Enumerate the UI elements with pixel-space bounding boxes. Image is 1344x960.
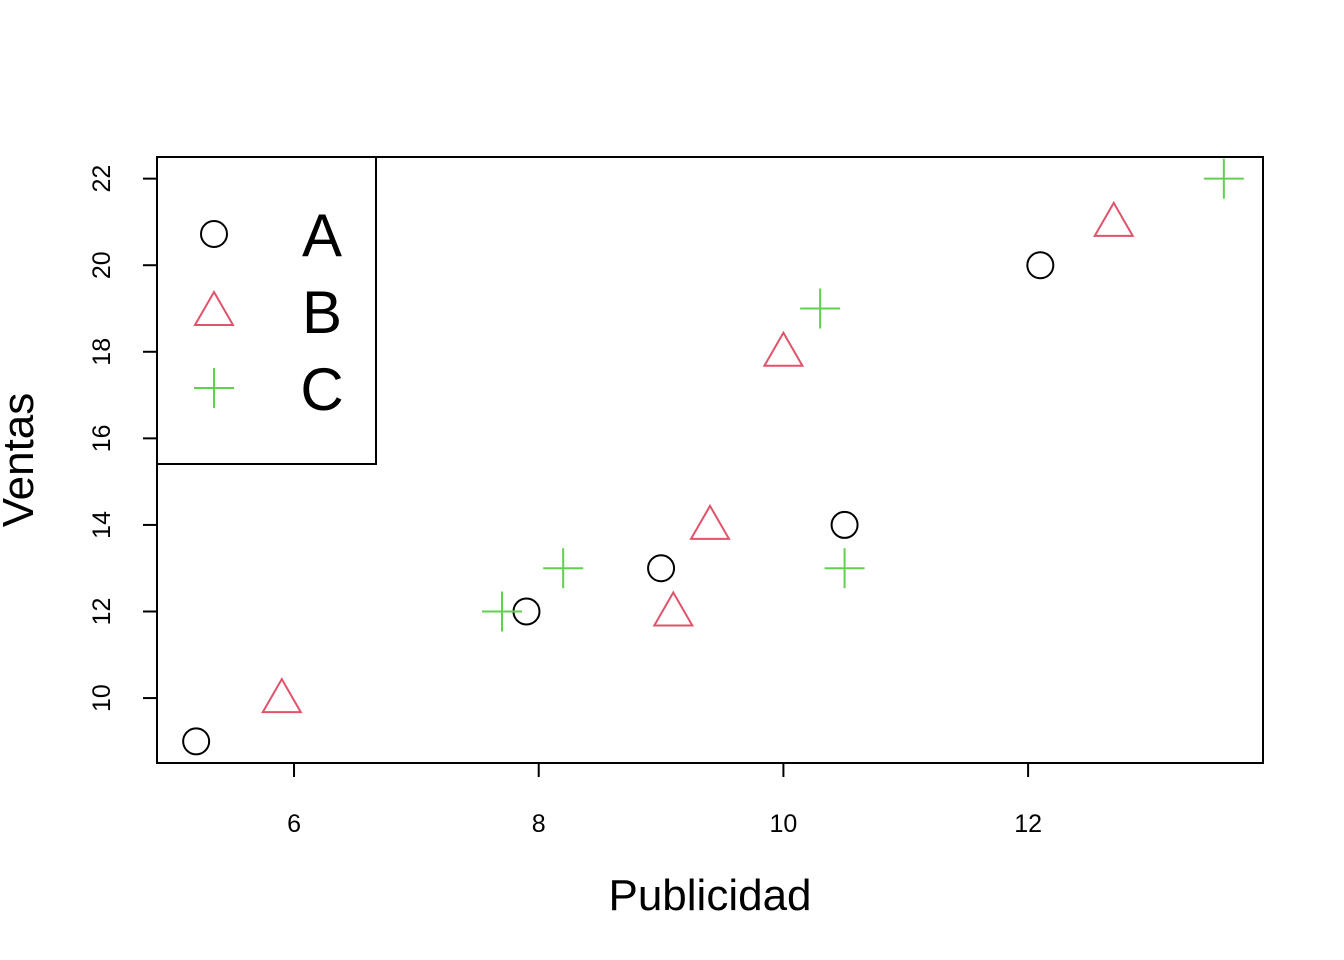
point-c [482, 591, 523, 632]
y-tick-label: 10 [88, 684, 116, 712]
point-c [1203, 158, 1244, 199]
point-a [830, 510, 859, 539]
point-a [182, 727, 211, 756]
legend-label-c: C [300, 356, 343, 423]
legend-label-a: A [302, 202, 342, 269]
legend-marker-a [200, 220, 228, 248]
legend: ABC [156, 156, 377, 465]
legend-marker-c [194, 368, 234, 408]
y-tick-label: 22 [88, 165, 116, 193]
x-tick-label: 8 [532, 810, 546, 838]
point-b [689, 503, 731, 540]
point-a [647, 554, 676, 583]
y-tick-label: 20 [88, 251, 116, 279]
point-b [261, 677, 303, 714]
point-c [800, 288, 841, 329]
y-tick-label: 12 [88, 598, 116, 626]
x-axis: 6 8 10 12 [287, 763, 1042, 838]
point-c [543, 548, 584, 589]
x-axis-title: Publicidad [608, 871, 811, 920]
point-b [1093, 200, 1135, 237]
point-a [1026, 251, 1055, 280]
data-points [182, 158, 1244, 756]
y-tick-label: 16 [88, 424, 116, 452]
x-tick-label: 6 [287, 810, 301, 838]
point-b [652, 590, 695, 627]
point-b [762, 330, 805, 367]
x-tick-label: 10 [770, 810, 798, 838]
legend-box [156, 156, 377, 465]
y-axis: 10 12 14 16 18 20 22 [88, 165, 157, 712]
x-tick-label: 12 [1014, 810, 1042, 838]
legend-marker-b [193, 289, 235, 326]
y-tick-label: 18 [88, 338, 116, 366]
legend-label-b: B [302, 279, 342, 346]
y-axis-title: Ventas [0, 393, 43, 528]
point-c [824, 548, 865, 589]
y-tick-label: 14 [88, 511, 116, 539]
